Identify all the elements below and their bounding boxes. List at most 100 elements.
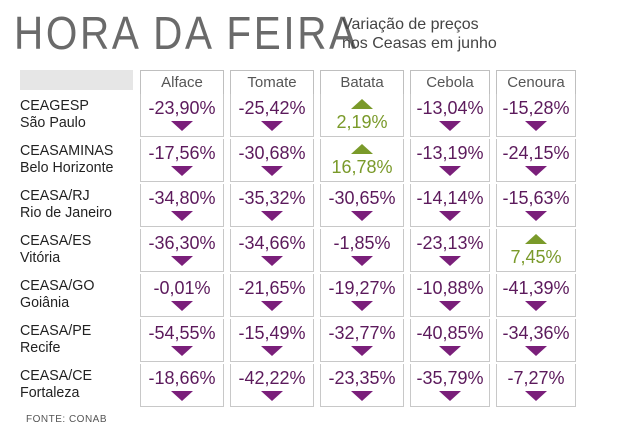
- arrow-down-icon: [439, 256, 461, 266]
- table-cell: -15,63%: [496, 184, 576, 227]
- table-cell: -41,39%: [496, 274, 576, 317]
- ceasa-city: São Paulo: [20, 114, 86, 131]
- table-cell: -36,30%: [140, 229, 224, 272]
- table-cell: -34,66%: [230, 229, 314, 272]
- column-header-tomate: Tomate: [230, 70, 314, 94]
- ceasa-city: Vitória: [20, 249, 61, 266]
- table-cell: -54,55%: [140, 319, 224, 362]
- table-cell: -17,56%: [140, 139, 224, 182]
- arrow-down-icon: [171, 121, 193, 131]
- data-label: -23,13%: [416, 233, 484, 253]
- data-label: -24,15%: [502, 143, 570, 163]
- data-label: -15,63%: [502, 188, 570, 208]
- arrow-down-icon: [439, 391, 461, 401]
- ceasa-city: Belo Horizonte: [20, 159, 114, 176]
- table-cell: -23,35%: [320, 364, 404, 407]
- ceasa-city: Rio de Janeiro: [20, 204, 112, 221]
- table-cell: -34,80%: [140, 184, 224, 227]
- data-label: -7,27%: [507, 368, 565, 388]
- arrow-down-icon: [525, 121, 547, 131]
- data-label: 7,45%: [510, 247, 562, 267]
- data-label: -14,14%: [416, 188, 484, 208]
- data-label: -32,77%: [328, 323, 396, 343]
- row-label: CEASAMINAS Belo Horizonte: [20, 142, 132, 176]
- arrow-down-icon: [261, 121, 283, 131]
- data-label: -10,88%: [416, 278, 484, 298]
- ceasa-name: CEASA/ES: [20, 232, 92, 249]
- arrow-down-icon: [261, 211, 283, 221]
- table-cell: -25,42%: [230, 94, 314, 137]
- arrow-down-icon: [261, 256, 283, 266]
- table-cell: -40,85%: [410, 319, 490, 362]
- data-label: -40,85%: [416, 323, 484, 343]
- ceasa-name: CEASA/RJ: [20, 187, 90, 204]
- data-label: -15,49%: [238, 323, 306, 343]
- row-label: CEAGESP São Paulo: [20, 97, 132, 131]
- arrow-down-icon: [525, 391, 547, 401]
- arrow-down-icon: [351, 346, 373, 356]
- table-corner: [20, 70, 133, 90]
- arrow-down-icon: [439, 346, 461, 356]
- table-cell: -23,90%: [140, 94, 224, 137]
- table-cell: 2,19%: [320, 94, 404, 137]
- arrow-up-icon: [525, 234, 547, 244]
- row-label: CEASA/CE Fortaleza: [20, 367, 132, 401]
- arrow-down-icon: [171, 211, 193, 221]
- data-label: -25,42%: [238, 98, 306, 118]
- arrow-down-icon: [525, 211, 547, 221]
- data-label: -54,55%: [148, 323, 216, 343]
- data-label: -34,36%: [502, 323, 570, 343]
- table-cell: -23,13%: [410, 229, 490, 272]
- arrow-down-icon: [439, 166, 461, 176]
- arrow-down-icon: [525, 346, 547, 356]
- arrow-down-icon: [261, 301, 283, 311]
- ceasa-city: Fortaleza: [20, 384, 80, 401]
- arrow-down-icon: [261, 391, 283, 401]
- row-label: CEASA/GO Goiânia: [20, 277, 132, 311]
- table-cell: 16,78%: [320, 139, 404, 182]
- arrow-down-icon: [171, 346, 193, 356]
- data-label: -0,01%: [153, 278, 211, 298]
- data-label: -15,28%: [502, 98, 570, 118]
- row-label: CEASA/PE Recife: [20, 322, 132, 356]
- arrow-down-icon: [261, 166, 283, 176]
- arrow-up-icon: [351, 144, 373, 154]
- data-label: -1,85%: [333, 233, 391, 253]
- arrow-down-icon: [439, 121, 461, 131]
- ceasa-city: Goiânia: [20, 294, 70, 311]
- data-label: 2,19%: [336, 112, 388, 132]
- subtitle-line-1: Variação de preços: [342, 16, 479, 33]
- table-cell: -35,32%: [230, 184, 314, 227]
- data-label: -13,19%: [416, 143, 484, 163]
- column-header-cenoura: Cenoura: [496, 70, 576, 94]
- table-cell: -19,27%: [320, 274, 404, 317]
- table-cell: -21,65%: [230, 274, 314, 317]
- data-label: -18,66%: [148, 368, 216, 388]
- table-cell: -18,66%: [140, 364, 224, 407]
- arrow-down-icon: [171, 256, 193, 266]
- arrow-down-icon: [525, 166, 547, 176]
- ceasa-name: CEASA/CE: [20, 367, 93, 384]
- chart-subtitle: Variação de preços nos Ceasas em junho: [342, 15, 542, 53]
- data-label: -17,56%: [148, 143, 216, 163]
- arrow-down-icon: [261, 346, 283, 356]
- table-cell: -42,22%: [230, 364, 314, 407]
- data-label: 16,78%: [331, 157, 393, 177]
- data-label: -41,39%: [502, 278, 570, 298]
- arrow-down-icon: [351, 391, 373, 401]
- ceasa-city: Recife: [20, 339, 61, 356]
- table-cell: -34,36%: [496, 319, 576, 362]
- source-note: FONTE: CONAB: [26, 414, 108, 425]
- table-cell: -24,15%: [496, 139, 576, 182]
- column-header-batata: Batata: [320, 70, 404, 94]
- arrow-down-icon: [351, 256, 373, 266]
- table-cell: -30,65%: [320, 184, 404, 227]
- table-cell: -35,79%: [410, 364, 490, 407]
- table-cell: -15,28%: [496, 94, 576, 137]
- row-label: CEASA/ES Vitória: [20, 232, 132, 266]
- data-label: -35,79%: [416, 368, 484, 388]
- data-label: -21,65%: [238, 278, 306, 298]
- data-label: -19,27%: [328, 278, 396, 298]
- table-cell: -7,27%: [496, 364, 576, 407]
- arrow-down-icon: [171, 301, 193, 311]
